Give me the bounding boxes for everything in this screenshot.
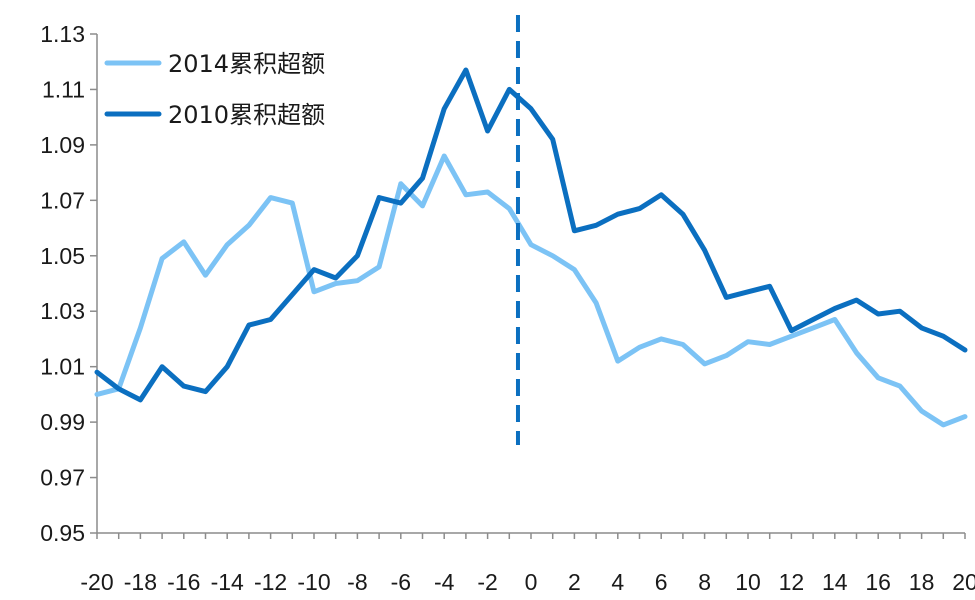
y-tick-label: 0.97 bbox=[40, 465, 85, 491]
x-tick-label: -6 bbox=[391, 569, 411, 595]
x-tick-label: -14 bbox=[211, 569, 244, 595]
y-tick-label: 1.13 bbox=[40, 21, 85, 47]
x-tick-label: -18 bbox=[124, 569, 157, 595]
series-line-1 bbox=[94, 67, 968, 403]
legend: 2014累积超额 2010累积超额 bbox=[104, 50, 325, 129]
x-tick-label: -16 bbox=[167, 569, 200, 595]
x-tick-label: 20 bbox=[952, 569, 975, 595]
y-axis: 1.13 1.11 1.09 1.07 1.05 1.03 1.01 0.99 0.97 0.95 bbox=[40, 21, 98, 546]
x-tick-label: -4 bbox=[434, 569, 455, 595]
x-tick-label: -10 bbox=[297, 569, 330, 595]
series-line-0 bbox=[94, 153, 968, 428]
y-tick-label: 1.09 bbox=[40, 132, 85, 158]
y-tick-label: 0.95 bbox=[40, 520, 85, 546]
series-layer bbox=[94, 67, 968, 428]
y-tick-label: 1.11 bbox=[42, 76, 85, 102]
x-tick-label: -8 bbox=[347, 569, 367, 595]
x-tick-label: 6 bbox=[655, 569, 668, 595]
x-tick-label: 12 bbox=[779, 569, 805, 595]
y-tick-label: 0.99 bbox=[40, 409, 85, 435]
x-tick-label: 2 bbox=[568, 569, 581, 595]
y-tick-label: 1.03 bbox=[40, 298, 85, 324]
x-tick-label: -12 bbox=[254, 569, 287, 595]
legend-label-0: 2014累积超额 bbox=[168, 50, 325, 78]
legend-label-1: 2010累积超额 bbox=[168, 101, 325, 129]
x-axis: -20 -18 -16 -14 -12 -10 -8 -6 -4 -2 0 2 4 6 8 10 12 14 16 1… bbox=[80, 532, 975, 595]
y-tick-label: 1.01 bbox=[40, 354, 85, 380]
x-tick-label: 16 bbox=[865, 569, 891, 595]
y-tick-label: 1.07 bbox=[40, 187, 85, 213]
x-tick-label: 8 bbox=[698, 569, 711, 595]
x-tick-label: 0 bbox=[525, 569, 538, 595]
x-tick-label: -20 bbox=[80, 569, 113, 595]
x-tick-label: -2 bbox=[477, 569, 497, 595]
x-tick-label: 10 bbox=[735, 569, 761, 595]
y-tick-label: 1.05 bbox=[40, 243, 85, 269]
x-tick-label: 4 bbox=[611, 569, 624, 595]
x-tick-label: 18 bbox=[909, 569, 935, 595]
x-tick-label: 14 bbox=[822, 569, 848, 595]
